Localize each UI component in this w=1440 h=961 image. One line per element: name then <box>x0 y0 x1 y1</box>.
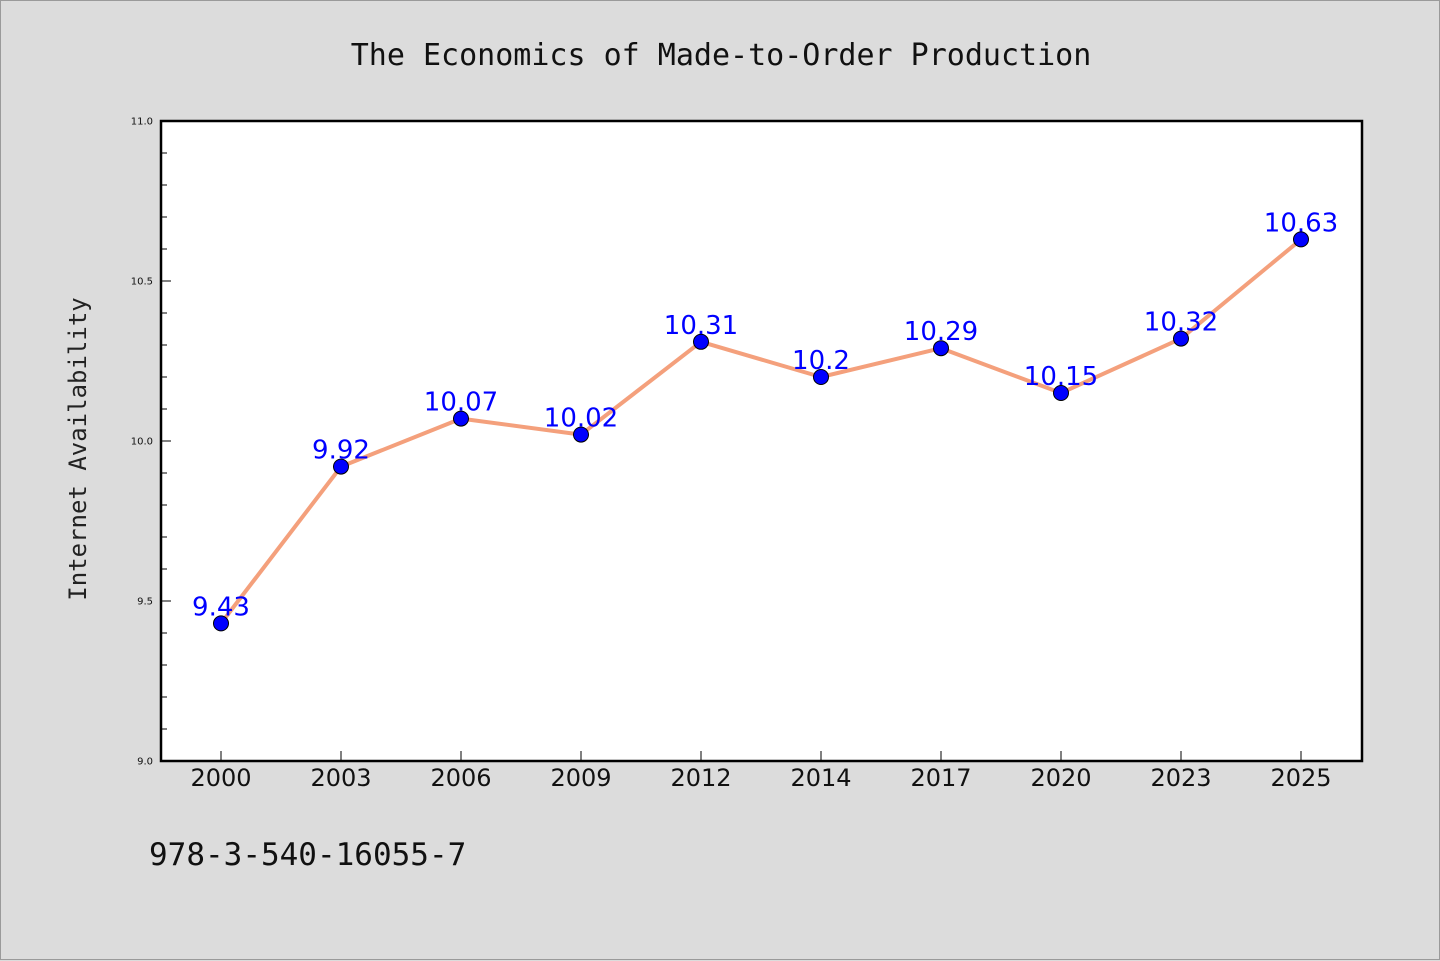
data-label: 10.15 <box>1024 362 1098 392</box>
data-label: 10.31 <box>664 311 738 341</box>
y-axis-label: Internet Availability <box>64 297 92 600</box>
plot-area <box>161 121 1362 761</box>
data-point <box>1293 231 1309 248</box>
x-tick-label: 2012 <box>670 764 731 792</box>
y-tick-label: 10.5 <box>131 277 153 288</box>
data-label: 9.92 <box>312 436 370 466</box>
chart-title: The Economics of Made-to-Order Productio… <box>351 38 1092 73</box>
data-label: 10.63 <box>1264 208 1338 238</box>
data-point <box>573 426 589 443</box>
x-tick-label: 2020 <box>1030 764 1091 792</box>
data-labels: 9.43 9.92 10.07 10.02 10.31 10.2 10.29 10.15 10.… <box>192 208 1338 622</box>
data-point <box>1173 330 1189 347</box>
data-label: 10.2 <box>792 346 850 376</box>
plot-frame <box>159 119 1364 763</box>
x-tick-label: 2017 <box>910 764 971 792</box>
data-point <box>453 410 469 427</box>
x-tick-label: 2025 <box>1270 764 1331 792</box>
x-tick-label: 2003 <box>310 764 371 792</box>
x-tick-label: 2023 <box>1150 764 1211 792</box>
data-label: 10.07 <box>424 388 498 418</box>
y-tick-label: 9.0 <box>137 757 153 768</box>
data-point <box>693 333 709 350</box>
y-tick-label: 10.0 <box>131 437 153 448</box>
data-label: 9.43 <box>192 592 250 622</box>
x-tick-label: 2009 <box>550 764 611 792</box>
x-tick-label: 2000 <box>190 764 251 792</box>
data-label: 10.29 <box>904 317 978 347</box>
data-point <box>213 615 229 632</box>
isbn-footer: 978-3-540-16055-7 <box>149 837 466 873</box>
y-tick-label: 11.0 <box>131 117 153 128</box>
data-point <box>933 340 949 357</box>
data-point <box>813 369 829 385</box>
series-markers <box>213 231 1309 632</box>
x-tick-label: 2014 <box>790 764 851 792</box>
x-tick-label: 2006 <box>430 764 491 792</box>
data-label: 10.02 <box>544 404 618 434</box>
data-label: 10.32 <box>1144 308 1218 338</box>
x-axis-ticks: 2000 2003 2006 2009 2012 2014 2017 2020 2023 2025 <box>190 751 1332 792</box>
y-tick-label: 9.5 <box>137 597 153 608</box>
data-point <box>333 458 349 475</box>
data-point <box>1053 385 1069 401</box>
series-line <box>219 237 1303 625</box>
